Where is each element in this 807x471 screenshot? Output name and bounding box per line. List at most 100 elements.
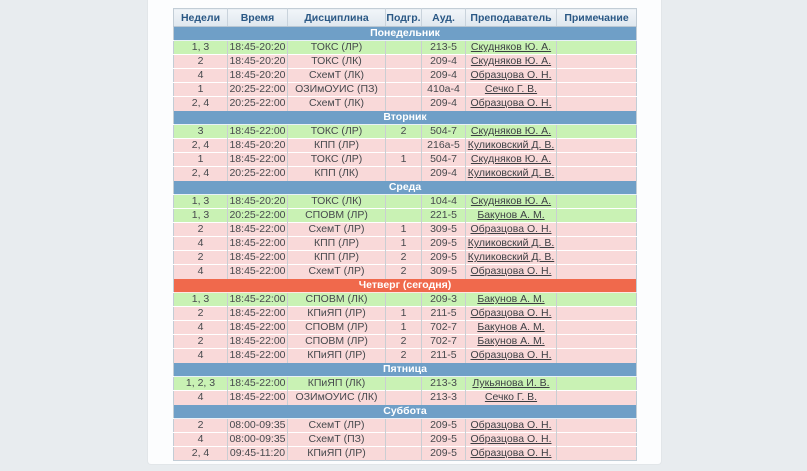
schedule-row: 1, 2, 3 18:45-22:00 КПиЯП (ЛК) 213-3 Лукьяно…: [173, 376, 637, 391]
cell-discipline: СПОВМ (ЛР): [287, 208, 386, 223]
teacher-link[interactable]: Куликовский Д. В.: [467, 139, 555, 152]
cell-time: 18:45-20:20: [227, 138, 288, 153]
cell-teacher: Бакунов А. М.: [465, 334, 557, 349]
cell-weeks: 2: [173, 54, 228, 69]
teacher-link[interactable]: Скудняков Ю. А.: [470, 153, 552, 166]
cell-subgroup: [385, 376, 422, 391]
day-header-row: Вторник: [173, 110, 637, 125]
cell-subgroup: [385, 194, 422, 209]
teacher-link[interactable]: Образцова О. Н.: [470, 433, 552, 446]
cell-time: 18:45-22:00: [227, 124, 288, 139]
schedule-row: 1 20:25-22:00 ОЗИмОУИС (ПЗ) 410а-4 Сечко Г. …: [173, 82, 637, 97]
cell-note: [556, 40, 637, 55]
teacher-link[interactable]: Скудняков Ю. А.: [470, 125, 552, 138]
teacher-link[interactable]: Образцова О. Н.: [470, 419, 552, 432]
cell-note: [556, 96, 637, 111]
cell-subgroup: [385, 96, 422, 111]
schedule-row: 1, 3 18:45-20:20 ТОКС (ЛК) 104-4 Скудняков Ю…: [173, 194, 637, 209]
cell-note: [556, 124, 637, 139]
cell-discipline: ТОКС (ЛК): [287, 194, 386, 209]
teacher-link[interactable]: Бакунов А. М.: [477, 335, 545, 348]
teacher-link[interactable]: Образцова О. Н.: [470, 349, 552, 362]
cell-room: 309-5: [421, 222, 466, 237]
cell-time: 18:45-22:00: [227, 348, 288, 363]
cell-note: [556, 54, 637, 69]
cell-teacher: Сечко Г. В.: [465, 82, 557, 97]
cell-time: 08:00-09:35: [227, 432, 288, 447]
cell-discipline: СПОВМ (ЛР): [287, 334, 386, 349]
cell-time: 18:45-20:20: [227, 194, 288, 209]
teacher-link[interactable]: Бакунов А. М.: [477, 209, 545, 222]
teacher-link[interactable]: Куликовский Д. В.: [467, 167, 555, 180]
cell-room: 213-3: [421, 390, 466, 405]
teacher-link[interactable]: Образцова О. Н.: [470, 223, 552, 236]
cell-weeks: 2: [173, 334, 228, 349]
cell-discipline: КПиЯП (ЛР): [287, 446, 386, 461]
cell-subgroup: 1: [385, 320, 422, 335]
cell-time: 18:45-22:00: [227, 250, 288, 265]
schedule-row: 2, 4 18:45-20:20 КПП (ЛР) 216а-5 Куликовский…: [173, 138, 637, 153]
teacher-link[interactable]: Куликовский Д. В.: [467, 251, 555, 264]
cell-note: [556, 432, 637, 447]
teacher-link[interactable]: Скудняков Ю. А.: [470, 195, 552, 208]
cell-weeks: 2: [173, 418, 228, 433]
schedule-row: 4 18:45-22:00 СхемТ (ЛР) 2 309-5 Образцова О.…: [173, 264, 637, 279]
cell-discipline: СхемТ (ПЗ): [287, 432, 386, 447]
cell-teacher: Бакунов А. М.: [465, 292, 557, 307]
cell-weeks: 1: [173, 152, 228, 167]
cell-note: [556, 250, 637, 265]
cell-discipline: СПОВМ (ЛР): [287, 320, 386, 335]
cell-note: [556, 334, 637, 349]
schedule-table-header: Недели Время Дисциплина Подгр. Ауд. Преп…: [173, 8, 637, 27]
cell-weeks: 1, 3: [173, 194, 228, 209]
schedule-row: 1, 3 18:45-20:20 ТОКС (ЛР) 213-5 Скудняков Ю…: [173, 40, 637, 55]
teacher-link[interactable]: Бакунов А. М.: [477, 321, 545, 334]
cell-note: [556, 194, 637, 209]
cell-discipline: СПОВМ (ЛК): [287, 292, 386, 307]
cell-subgroup: 2: [385, 348, 422, 363]
cell-teacher: Куликовский Д. В.: [465, 250, 557, 265]
teacher-link[interactable]: Образцова О. Н.: [470, 265, 552, 278]
cell-teacher: Бакунов А. М.: [465, 320, 557, 335]
teacher-link[interactable]: Лукьянова И. В.: [472, 377, 550, 390]
cell-note: [556, 418, 637, 433]
cell-note: [556, 320, 637, 335]
teacher-link[interactable]: Скудняков Ю. А.: [470, 55, 552, 68]
teacher-link[interactable]: Образцова О. Н.: [470, 69, 552, 82]
cell-weeks: 3: [173, 124, 228, 139]
cell-room: 221-5: [421, 208, 466, 223]
cell-teacher: Сечко Г. В.: [465, 390, 557, 405]
cell-time: 18:45-22:00: [227, 376, 288, 391]
cell-weeks: 2, 4: [173, 166, 228, 181]
schedule-row: 4 08:00-09:35 СхемТ (ПЗ) 209-5 Образцова О. …: [173, 432, 637, 447]
teacher-link[interactable]: Бакунов А. М.: [477, 293, 545, 306]
cell-weeks: 4: [173, 264, 228, 279]
cell-subgroup: [385, 138, 422, 153]
teacher-link[interactable]: Скудняков Ю. А.: [470, 41, 552, 54]
cell-subgroup: [385, 432, 422, 447]
cell-room: 209-4: [421, 54, 466, 69]
cell-note: [556, 446, 637, 461]
column-header-note: Примечание: [556, 8, 637, 27]
cell-subgroup: [385, 40, 422, 55]
cell-room: 209-5: [421, 418, 466, 433]
cell-time: 18:45-22:00: [227, 264, 288, 279]
teacher-link[interactable]: Образцова О. Н.: [470, 97, 552, 110]
teacher-link[interactable]: Сечко Г. В.: [484, 391, 538, 404]
cell-discipline: КПиЯП (ЛР): [287, 306, 386, 321]
cell-weeks: 1, 3: [173, 292, 228, 307]
cell-note: [556, 390, 637, 405]
cell-discipline: КПиЯП (ЛР): [287, 348, 386, 363]
schedule-row: 1, 3 18:45-22:00 СПОВМ (ЛК) 209-3 Бакунов А.…: [173, 292, 637, 307]
cell-time: 20:25-22:00: [227, 82, 288, 97]
teacher-link[interactable]: Куликовский Д. В.: [467, 237, 555, 250]
cell-teacher: Образцова О. Н.: [465, 264, 557, 279]
schedule-row: 3 18:45-22:00 ТОКС (ЛР) 2 504-7 Скудняков Ю. …: [173, 124, 637, 139]
teacher-link[interactable]: Образцова О. Н.: [470, 307, 552, 320]
cell-discipline: СхемТ (ЛК): [287, 68, 386, 83]
teacher-link[interactable]: Образцова О. Н.: [470, 447, 552, 460]
cell-subgroup: [385, 82, 422, 97]
cell-subgroup: [385, 292, 422, 307]
day-header-row: Четверг (сегодня): [173, 278, 637, 293]
teacher-link[interactable]: Сечко Г. В.: [484, 83, 538, 96]
